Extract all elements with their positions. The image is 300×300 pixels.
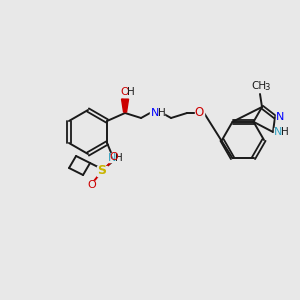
Bar <box>110 153 118 161</box>
Text: N: N <box>151 108 159 118</box>
Bar <box>150 109 164 117</box>
Bar <box>195 109 204 117</box>
Bar <box>276 113 284 121</box>
Bar <box>88 181 97 189</box>
Bar <box>123 89 135 97</box>
Polygon shape <box>122 99 129 112</box>
Text: H: H <box>158 108 166 118</box>
Text: 3: 3 <box>264 83 270 92</box>
Text: CH: CH <box>251 81 267 91</box>
Text: N: N <box>276 112 284 122</box>
Text: O: O <box>88 180 96 190</box>
Text: S: S <box>98 164 106 178</box>
Text: O: O <box>110 152 118 162</box>
Text: O: O <box>121 87 129 97</box>
Bar <box>97 166 107 176</box>
Bar <box>251 82 267 91</box>
Text: H: H <box>127 87 135 97</box>
Bar <box>274 128 288 136</box>
Text: H: H <box>115 153 123 163</box>
Text: N: N <box>274 127 282 137</box>
Bar <box>108 154 122 162</box>
Text: O: O <box>194 106 204 119</box>
Text: H: H <box>281 127 289 137</box>
Text: N: N <box>108 153 116 163</box>
